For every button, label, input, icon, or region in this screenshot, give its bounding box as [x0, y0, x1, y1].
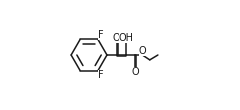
- Text: O: O: [131, 67, 139, 77]
- Text: F: F: [98, 70, 104, 80]
- Text: O: O: [138, 46, 146, 56]
- Text: F: F: [98, 30, 104, 40]
- Text: O: O: [113, 33, 120, 43]
- Text: OH: OH: [119, 33, 134, 43]
